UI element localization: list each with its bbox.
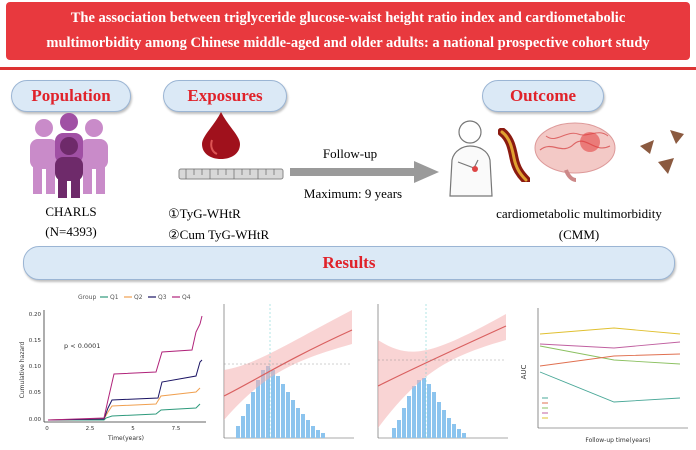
auc-line-3 (539, 345, 681, 365)
km-curve-q3 (47, 359, 203, 421)
auc-xlabel: Follow-up time(years) (585, 437, 650, 444)
title-line-2: multimorbidity among Chinese middle-aged… (46, 35, 650, 51)
km-legend-q1: Q1 (110, 294, 119, 301)
km-curve-q4 (47, 315, 203, 421)
exposure-item-2: ②Cum TyG-WHtR (168, 227, 270, 242)
blood-drop-icon (202, 112, 240, 159)
auc-line-5 (539, 371, 681, 403)
exposures-header: Exposures (163, 80, 287, 112)
auc-line-4 (539, 353, 681, 367)
outcome-header: Outcome (482, 80, 604, 112)
km-plot: Group Q1 Q2 Q3 Q4 0.20 0.15 0.10 0.05 0.… (19, 294, 206, 442)
auc-line-2 (539, 341, 681, 349)
title-banner (6, 2, 690, 60)
km-ytick-005: 0.05 (29, 390, 42, 396)
glucose-crystals-icon (640, 130, 684, 174)
km-ylabel: Cumulative hazard (19, 342, 26, 399)
followup-label: Follow-up (322, 146, 378, 161)
exposure-item-1: ①TyG-WHtR (168, 206, 241, 221)
km-legend-q3: Q3 (158, 294, 167, 301)
rcs-plot-2 (370, 300, 510, 448)
population-people-icon (30, 113, 108, 198)
auc-line-1 (539, 327, 681, 335)
auc-ylabel: AUC (520, 364, 528, 379)
results-header: Results (23, 246, 675, 280)
km-xtick-0: 0 (45, 426, 49, 432)
auc-plot: AUC Follow-up time(years) (520, 308, 688, 444)
population-header: Population (11, 80, 131, 112)
followup-max: Maximum: 9 years (303, 186, 403, 201)
auc-legend (542, 397, 548, 419)
artery-icon (498, 128, 530, 182)
brain-icon (534, 122, 616, 182)
title-divider (0, 67, 696, 70)
followup-arrow (290, 161, 439, 183)
patient-figure-icon (449, 120, 493, 197)
km-legend-title: Group (78, 294, 96, 301)
population-size: (N=4393) (45, 224, 97, 239)
title-line-1: The association between triglyceride glu… (70, 10, 626, 26)
km-ytick-015: 0.15 (29, 338, 42, 344)
km-ytick-000: 0.00 (29, 417, 42, 423)
page-title: The association between triglyceride glu… (10, 6, 686, 56)
km-pvalue: p < 0.0001 (64, 342, 100, 350)
km-ytick-020: 0.20 (29, 312, 42, 318)
km-ytick-010: 0.10 (29, 364, 42, 370)
km-xlabel: Time(years) (107, 435, 144, 442)
rcs-plot-1 (216, 300, 356, 448)
km-legend-q2: Q2 (134, 294, 143, 301)
km-xtick-75: 7.5 (172, 426, 181, 432)
km-curve-q1 (48, 403, 201, 421)
km-xtick-5: 5 (131, 426, 135, 432)
km-xtick-25: 2.5 (86, 426, 95, 432)
outcome-abbrev: (CMM) (558, 227, 600, 242)
outcome-name: cardiometabolic multimorbidity (496, 206, 662, 221)
km-legend-q4: Q4 (182, 294, 191, 301)
test-tube-icon (178, 168, 284, 180)
population-cohort: CHARLS (45, 204, 97, 219)
